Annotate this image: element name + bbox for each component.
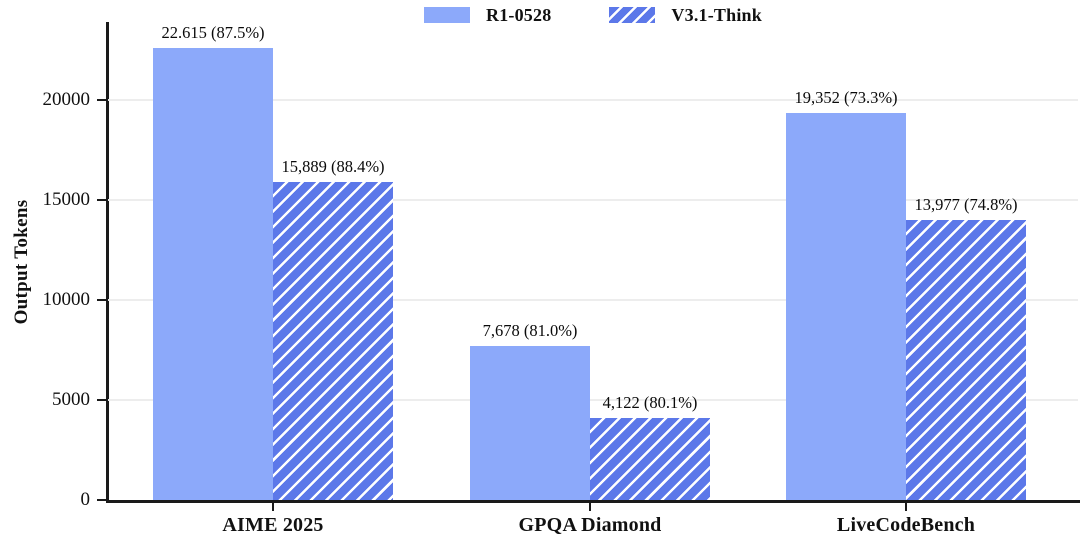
y-axis-tick-label: 20000 xyxy=(42,89,91,110)
legend-item-r1-0528: R1-0528 xyxy=(424,5,551,26)
bar-r1-0528-gpqa-diamond xyxy=(470,346,590,500)
x-axis-tick-label-livecodebench: LiveCodeBench xyxy=(836,514,976,536)
bar-value-label: 22.615 (87.5%) xyxy=(161,22,265,42)
y-axis-tick-label: 0 xyxy=(80,489,91,510)
plot-area: 0 5000 10000 15000 20000 22.615 (87.5%) 7,678 … xyxy=(43,22,1080,536)
x-axis-tick-label-aime-2025: AIME 2025 xyxy=(222,514,324,536)
legend-label: R1-0528 xyxy=(486,4,552,25)
y-axis-tick-label: 15000 xyxy=(42,189,91,210)
bar-value-label: 4,122 (80.1%) xyxy=(602,392,698,412)
legend-swatch-solid xyxy=(424,7,471,23)
bar-value-label: 19,352 (73.3%) xyxy=(794,87,898,107)
y-axis-line xyxy=(106,22,109,503)
x-axis-tick-label-gpqa-diamond: GPQA Diamond xyxy=(518,514,662,536)
y-axis-tick xyxy=(97,298,106,302)
bar-r1-0528-livecodebench xyxy=(786,112,906,500)
bar-value-label: 15,889 (88.4%) xyxy=(281,157,385,177)
x-axis-line xyxy=(106,500,1080,503)
y-axis-tick xyxy=(97,198,106,202)
x-axis-tick xyxy=(271,503,275,511)
y-axis-tick-label: 10000 xyxy=(42,289,91,310)
gridline xyxy=(108,299,1078,301)
chart-legend: R1-0528 V3.1-Think xyxy=(108,0,1078,30)
bar-v3-1-think-gpqa-diamond xyxy=(590,417,710,500)
bar-v3-1-think-livecodebench xyxy=(906,220,1026,500)
bar-value-label: 13,977 (74.8%) xyxy=(914,195,1018,215)
gridline xyxy=(108,199,1078,201)
bar-v3-1-think-aime-2025 xyxy=(273,182,393,500)
gridline xyxy=(108,99,1078,101)
bar-r1-0528-aime-2025 xyxy=(153,47,273,500)
legend-label: V3.1-Think xyxy=(671,4,762,25)
legend-swatch-hatched xyxy=(609,7,656,23)
legend-item-v3-1-think: V3.1-Think xyxy=(609,5,762,26)
y-axis-tick xyxy=(97,498,106,502)
x-axis-tick xyxy=(904,503,908,511)
y-axis-tick xyxy=(97,98,106,102)
gridline xyxy=(108,399,1078,401)
y-axis-tick-label: 5000 xyxy=(52,389,90,410)
bar-value-label: 7,678 (81.0%) xyxy=(482,321,578,341)
x-axis-tick xyxy=(588,503,592,511)
y-axis-tick xyxy=(97,398,106,402)
